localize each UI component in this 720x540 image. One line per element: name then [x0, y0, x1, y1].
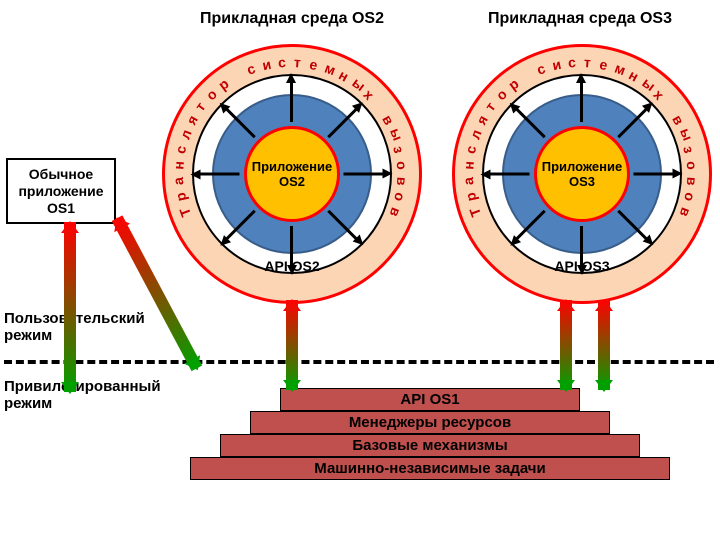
- title-os2: Прикладная среда OS2: [200, 10, 384, 28]
- priv-mode-text: Привилегированныйрежим: [4, 378, 161, 412]
- kernel-row-2: Менеджеры ресурсов: [250, 411, 610, 434]
- normal-app-l2: приложение: [14, 183, 108, 200]
- kernel-row-3: Базовые механизмы: [220, 434, 640, 457]
- circle-os2: Приложение OS2 API OS2 Транслятор систем…: [162, 44, 422, 304]
- title-os3: Прикладная среда OS3: [488, 10, 672, 28]
- os2-arc: Транслятор системных вызовов: [162, 44, 422, 304]
- circle-os3: Приложение OS3 API OS3 Транслятор систем…: [452, 44, 712, 304]
- priv-mode-label: Привилегированныйрежим: [4, 378, 184, 413]
- user-mode-label: Пользовательскийрежим: [4, 310, 159, 345]
- os3-arc: Транслятор системных вызовов: [452, 44, 712, 304]
- kernel-row-4: Машинно-независимые задачи: [190, 457, 670, 480]
- kernel-row-1: API OS1: [280, 388, 580, 411]
- normal-app-l1: Обычное: [14, 166, 108, 183]
